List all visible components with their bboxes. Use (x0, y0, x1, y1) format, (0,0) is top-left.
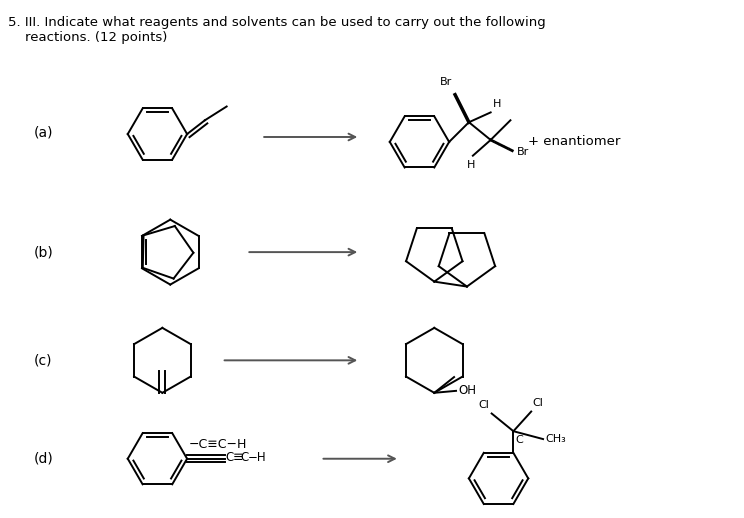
Text: H: H (466, 160, 475, 169)
Text: C: C (516, 435, 523, 445)
Text: CH₃: CH₃ (545, 434, 565, 444)
Text: (c): (c) (33, 353, 52, 367)
Text: (d): (d) (33, 452, 54, 466)
Text: Br: Br (440, 77, 452, 87)
Text: (b): (b) (33, 245, 54, 259)
Text: Cl: Cl (479, 399, 490, 410)
Text: H: H (493, 99, 501, 109)
Text: + enantiomer: + enantiomer (528, 135, 620, 149)
Text: 5. III. Indicate what reagents and solvents can be used to carry out the followi: 5. III. Indicate what reagents and solve… (8, 16, 546, 29)
Text: ≡: ≡ (233, 451, 243, 464)
Text: OH: OH (458, 384, 476, 397)
Text: Br: Br (517, 147, 530, 157)
Text: C: C (240, 451, 248, 464)
Text: Cl: Cl (532, 398, 543, 408)
Text: C: C (225, 451, 234, 464)
Text: (a): (a) (33, 125, 54, 139)
Text: −H: −H (248, 451, 266, 464)
Text: reactions. (12 points): reactions. (12 points) (8, 31, 167, 44)
Text: −C≡C−H: −C≡C−H (189, 438, 248, 452)
